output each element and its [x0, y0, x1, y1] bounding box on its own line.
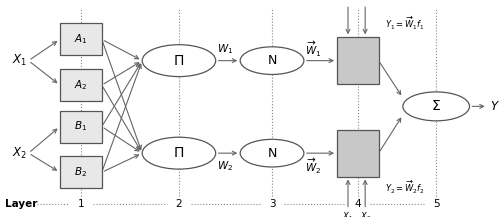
Text: $B_2$: $B_2$ — [74, 165, 88, 179]
Text: $X_2$: $X_2$ — [12, 146, 27, 161]
Circle shape — [403, 92, 469, 121]
Text: 5: 5 — [433, 199, 440, 209]
FancyBboxPatch shape — [337, 130, 378, 177]
Text: $\overrightarrow{W}_1$: $\overrightarrow{W}_1$ — [304, 39, 321, 59]
Text: N: N — [268, 54, 276, 67]
Circle shape — [240, 139, 304, 167]
Text: 2: 2 — [176, 199, 182, 209]
Text: $X_1$: $X_1$ — [12, 53, 27, 68]
Text: $A_2$: $A_2$ — [74, 78, 88, 92]
FancyBboxPatch shape — [60, 156, 102, 188]
FancyBboxPatch shape — [60, 69, 102, 101]
Text: $X_2$: $X_2$ — [360, 0, 371, 3]
Text: $\Sigma$: $\Sigma$ — [432, 99, 441, 113]
Text: $\Pi$: $\Pi$ — [174, 54, 184, 68]
Circle shape — [240, 47, 304, 74]
FancyBboxPatch shape — [60, 111, 102, 143]
FancyBboxPatch shape — [337, 37, 378, 84]
Circle shape — [142, 45, 216, 77]
Text: N: N — [268, 147, 276, 160]
Text: $Y_2=\overrightarrow{W}_2f_2$: $Y_2=\overrightarrow{W}_2f_2$ — [385, 179, 424, 196]
Text: $X_1$: $X_1$ — [342, 0, 353, 3]
Text: $Y$: $Y$ — [490, 100, 500, 113]
Text: $W_1$: $W_1$ — [218, 42, 234, 56]
Text: $\Pi$: $\Pi$ — [174, 146, 184, 160]
Text: $X_2$: $X_2$ — [360, 210, 371, 217]
Text: $B_1$: $B_1$ — [74, 120, 88, 133]
Text: 4: 4 — [354, 199, 361, 209]
Text: $Y_1=\overrightarrow{W}_1f_1$: $Y_1=\overrightarrow{W}_1f_1$ — [385, 15, 424, 32]
Text: $A_1$: $A_1$ — [74, 33, 88, 46]
Text: $\overrightarrow{W}_2$: $\overrightarrow{W}_2$ — [304, 156, 321, 176]
Text: 1: 1 — [78, 199, 84, 209]
Text: Layer: Layer — [5, 199, 38, 209]
Text: $X_1$: $X_1$ — [342, 210, 353, 217]
Text: $W_2$: $W_2$ — [218, 159, 234, 173]
FancyBboxPatch shape — [60, 23, 102, 55]
Circle shape — [142, 137, 216, 169]
Text: 3: 3 — [268, 199, 276, 209]
